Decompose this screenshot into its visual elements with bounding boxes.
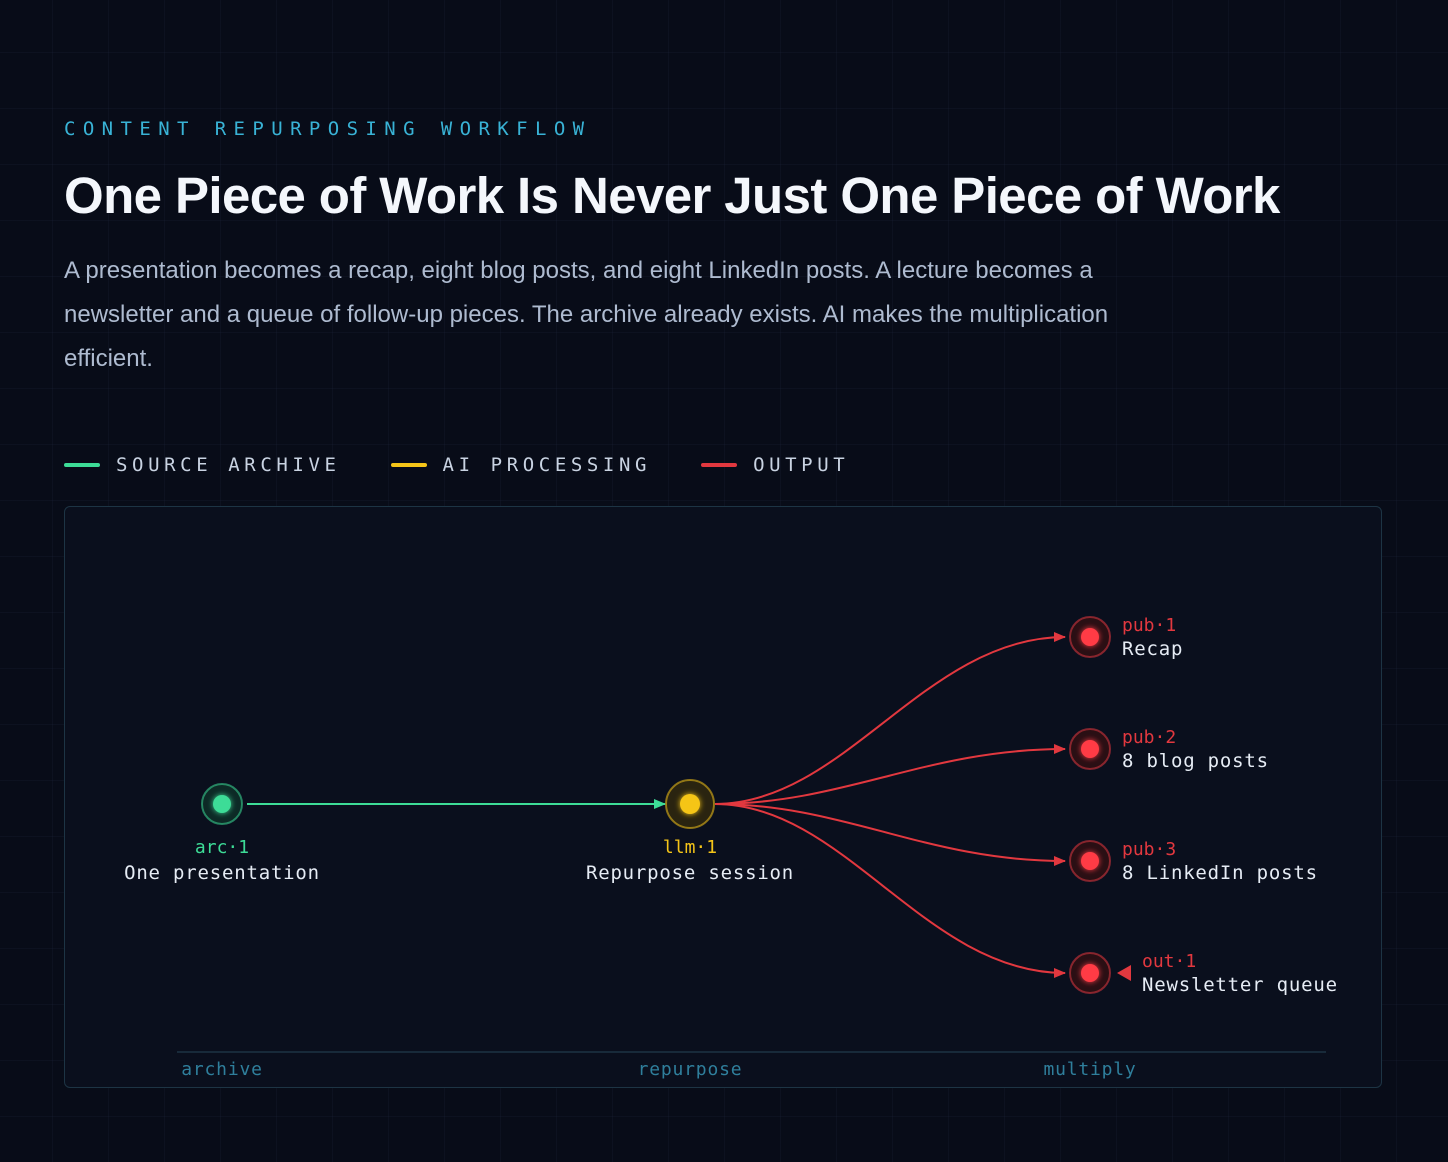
eyebrow-label: CONTENT REPURPOSING WORKFLOW — [64, 118, 592, 140]
legend-swatch-output — [701, 463, 738, 467]
node-output-recap-id: pub·1 — [1122, 615, 1176, 636]
legend-swatch-source — [64, 463, 100, 467]
edge-process-to-blog — [714, 744, 1066, 805]
legend-swatch-ai — [390, 463, 427, 467]
node-output-blog-label: 8 blog posts — [1122, 750, 1269, 772]
node-output-blog: pub·2 8 blog posts — [1069, 727, 1269, 772]
node-source-id: arc·1 — [195, 837, 249, 858]
node-source: arc·1 One presentation — [124, 783, 320, 884]
page-description: A presentation becomes a recap, eight bl… — [64, 257, 1109, 372]
legend-item-ai: AI PROCESSING — [390, 454, 652, 476]
node-output-recap: pub·1 Recap — [1069, 615, 1183, 660]
legend-label-source: SOURCE ARCHIVE — [116, 454, 341, 476]
legend-item-output: OUTPUT — [701, 454, 849, 476]
node-output-blog-id: pub·2 — [1122, 727, 1176, 748]
node-output-newsletter: out·1 Newsletter queue — [1069, 951, 1338, 996]
node-output-recap-label: Recap — [1122, 638, 1183, 660]
node-output-linkedin: pub·3 8 LinkedIn posts — [1069, 839, 1318, 884]
node-output-newsletter-id: out·1 — [1142, 951, 1196, 972]
legend-label-ai: AI PROCESSING — [442, 454, 652, 476]
stage-label-archive: archive — [181, 1059, 262, 1080]
edge-process-to-recap — [714, 632, 1066, 805]
legend-item-source: SOURCE ARCHIVE — [64, 454, 341, 476]
node-output-newsletter-label: Newsletter queue — [1142, 974, 1338, 996]
node-process-label: Repurpose session — [586, 862, 794, 884]
stage-label-repurpose: repurpose — [638, 1059, 743, 1080]
node-process-id: llm·1 — [663, 837, 717, 858]
stage-label-multiply: multiply — [1043, 1059, 1136, 1080]
legend-label-output: OUTPUT — [753, 454, 850, 476]
queue-pointer-icon — [1117, 965, 1131, 981]
edge-process-to-linkedin — [714, 803, 1066, 866]
edge-process-to-newsletter — [714, 803, 1066, 978]
workflow-diagram-panel: arc·1 One presentation llm·1 Repurpose s… — [64, 506, 1382, 1088]
workflow-diagram: arc·1 One presentation llm·1 Repurpose s… — [124, 615, 1338, 1080]
node-output-linkedin-id: pub·3 — [1122, 839, 1176, 860]
node-output-linkedin-label: 8 LinkedIn posts — [1122, 862, 1318, 884]
page-title: One Piece of Work Is Never Just One Piec… — [64, 167, 1280, 224]
node-process: llm·1 Repurpose session — [586, 779, 794, 884]
node-source-label: One presentation — [124, 862, 320, 884]
legend: SOURCE ARCHIVE AI PROCESSING OUTPUT — [64, 452, 899, 478]
